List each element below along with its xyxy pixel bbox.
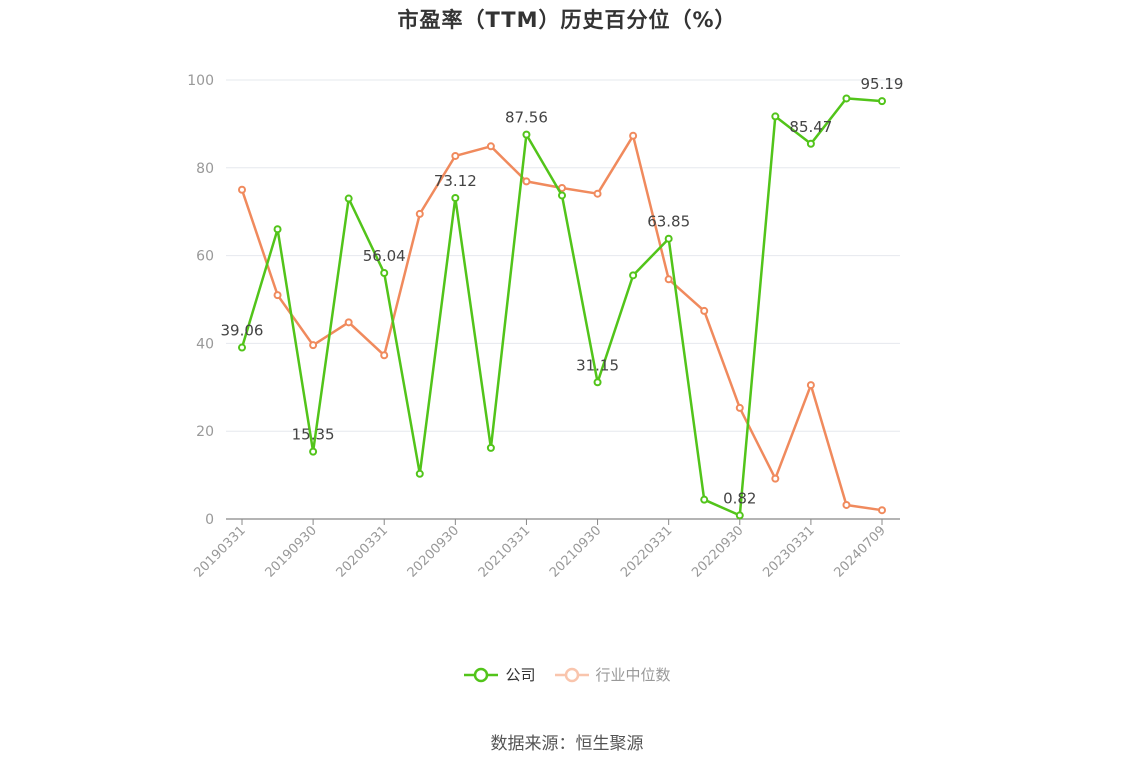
data-point-industry-median	[238, 185, 246, 194]
x-tick-label: 20210331	[476, 523, 533, 580]
data-point-industry-median	[486, 142, 495, 151]
data-point-company	[380, 268, 389, 277]
data-label: 63.85	[647, 213, 690, 231]
y-tick-label: 40	[196, 336, 214, 352]
data-point-company	[344, 194, 353, 203]
x-tick-label: 20240709	[831, 523, 888, 580]
legend: 公司 行业中位数	[0, 664, 1134, 685]
data-point-industry-median	[629, 131, 638, 140]
data-point-industry-median	[700, 306, 709, 315]
data-label: 31.15	[576, 356, 619, 374]
data-label: 87.56	[505, 109, 548, 127]
grid	[226, 79, 900, 432]
data-label: 56.04	[363, 247, 406, 265]
data-point-company	[700, 495, 709, 504]
data-point-company	[629, 271, 638, 280]
legend-label-company: 公司	[505, 666, 536, 684]
data-point-company	[664, 234, 673, 243]
x-tick-label: 20210930	[547, 523, 604, 580]
y-tick-label: 20	[196, 424, 214, 440]
data-point-industry-median	[806, 381, 815, 390]
data-source: 数据来源：恒生聚源	[490, 734, 644, 754]
data-point-company	[451, 194, 460, 203]
legend-line-circle-icon	[464, 667, 499, 682]
data-point-company	[273, 225, 282, 234]
data-point-industry-median	[522, 177, 531, 186]
series-layer	[238, 94, 886, 520]
y-tick-label: 60	[196, 249, 214, 265]
data-point-company	[415, 469, 424, 478]
data-point-industry-median	[593, 189, 602, 198]
data-label: 0.82	[723, 489, 756, 507]
x-tick-label: 20200331	[334, 523, 391, 580]
legend-item-company[interactable]: 公司	[463, 664, 536, 685]
data-point-industry-median	[771, 474, 780, 483]
x-tick-label: 20230331	[760, 523, 817, 580]
data-point-company	[558, 191, 566, 200]
data-point-industry-median	[735, 403, 744, 412]
data-label: 85.47	[789, 118, 832, 136]
chart-title: 市盈率（TTM）历史百分位（%）	[397, 8, 737, 32]
legend-line-circle-icon	[554, 667, 589, 682]
x-tick-label: 20190331	[191, 523, 248, 580]
data-label: 15.35	[292, 426, 335, 444]
data-point-industry-median	[842, 500, 851, 509]
data-point-company	[486, 443, 495, 452]
y-tick-label: 80	[196, 161, 214, 177]
data-point-company	[735, 511, 744, 520]
data-label: 95.19	[861, 75, 904, 93]
data-point-company	[842, 94, 851, 103]
data-point-company	[309, 447, 318, 456]
data-point-industry-median	[344, 318, 353, 327]
data-point-company	[593, 378, 602, 387]
y-tick-label: 100	[187, 73, 214, 89]
data-labels: 39.06 15.35 56.04 73.12 87.56 31.15 63.85 0.82 8…	[221, 75, 904, 507]
data-point-company	[806, 139, 815, 148]
y-tick-label: 0	[205, 512, 214, 528]
data-point-company	[771, 112, 780, 121]
x-tick-label: 20220331	[618, 523, 675, 580]
data-point-industry-median	[664, 275, 673, 284]
x-tick-label: 20200930	[405, 523, 462, 580]
data-point-industry-median	[451, 151, 460, 160]
data-point-industry-median	[878, 506, 886, 515]
data-label: 73.12	[434, 172, 477, 190]
data-point-industry-median	[380, 351, 389, 360]
legend-label-industry-median: 行业中位数	[595, 666, 671, 684]
data-point-industry-median	[273, 291, 282, 300]
legend-item-industry-median[interactable]: 行业中位数	[554, 664, 671, 685]
x-tick-label: 20220930	[689, 523, 746, 580]
x-tick-label: 20190930	[263, 523, 320, 580]
data-point-company	[238, 343, 246, 352]
data-point-company	[878, 97, 886, 106]
data-point-industry-median	[415, 209, 424, 218]
data-point-company	[522, 130, 531, 139]
data-label: 39.06	[221, 322, 264, 340]
data-point-industry-median	[309, 341, 318, 350]
